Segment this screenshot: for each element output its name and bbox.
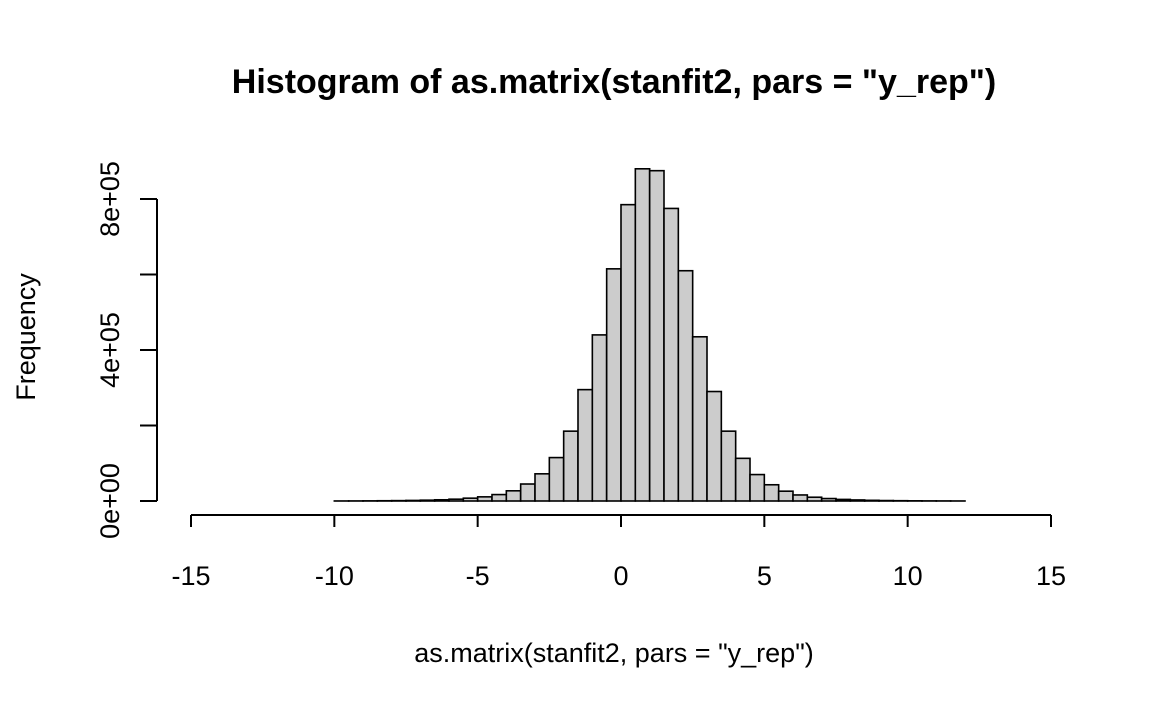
histogram-bar [663, 207, 680, 502]
histogram-bar [605, 268, 622, 502]
histogram-bar [462, 497, 479, 502]
histogram-bar [476, 496, 493, 502]
histogram-bar [505, 490, 522, 502]
histogram-bar [548, 456, 565, 502]
histogram-bar [577, 388, 594, 502]
x-tick-label: 15 [1036, 561, 1066, 591]
histogram-bar [691, 335, 708, 502]
x-tick-label: 5 [757, 561, 772, 591]
x-tick-label: -15 [171, 561, 210, 591]
y-tick-label: 8e+05 [95, 161, 125, 237]
chart-title: Histogram of as.matrix(stanfit2, pars = … [232, 63, 996, 101]
histogram-bar [519, 483, 536, 502]
y-axis-label: Frequency [11, 273, 41, 401]
x-tick-label: -5 [466, 561, 490, 591]
histogram-bar [706, 390, 723, 502]
histogram-bar [405, 499, 422, 502]
histogram-bar [433, 498, 450, 502]
x-axis: -15 -10 -5 0 5 10 15 [171, 514, 1066, 591]
histogram-bar [763, 483, 780, 502]
histogram-bar [863, 499, 880, 502]
histogram-bars [333, 168, 966, 502]
histogram-bar [734, 457, 751, 502]
histogram-bar [792, 494, 809, 502]
histogram-bar [620, 203, 637, 502]
y-tick-label: 4e+05 [95, 312, 125, 388]
x-tick-label: 10 [893, 561, 923, 591]
histogram-bar [820, 497, 837, 502]
histogram-bar [562, 430, 579, 502]
histogram-bar [534, 473, 551, 502]
histogram-bar [720, 430, 737, 502]
histogram-bar [591, 334, 608, 502]
histogram-bar [849, 499, 866, 502]
x-tick-label: -10 [315, 561, 354, 591]
x-axis-label: as.matrix(stanfit2, pars = "y_rep") [414, 638, 814, 668]
histogram-bar [419, 499, 436, 502]
histogram-bar [749, 473, 766, 502]
histogram-bar [777, 490, 794, 502]
histogram-bar [634, 168, 651, 502]
y-tick-label: 0e+00 [95, 463, 125, 539]
y-axis: 0e+00 4e+05 8e+05 [95, 161, 158, 539]
histogram-bar [648, 169, 665, 502]
histogram-bar [448, 498, 465, 502]
histogram-bar [835, 498, 852, 502]
histogram-bar [677, 269, 694, 502]
histogram-bar [806, 496, 823, 502]
x-tick-label: 0 [613, 561, 628, 591]
histogram-bar [491, 493, 508, 502]
